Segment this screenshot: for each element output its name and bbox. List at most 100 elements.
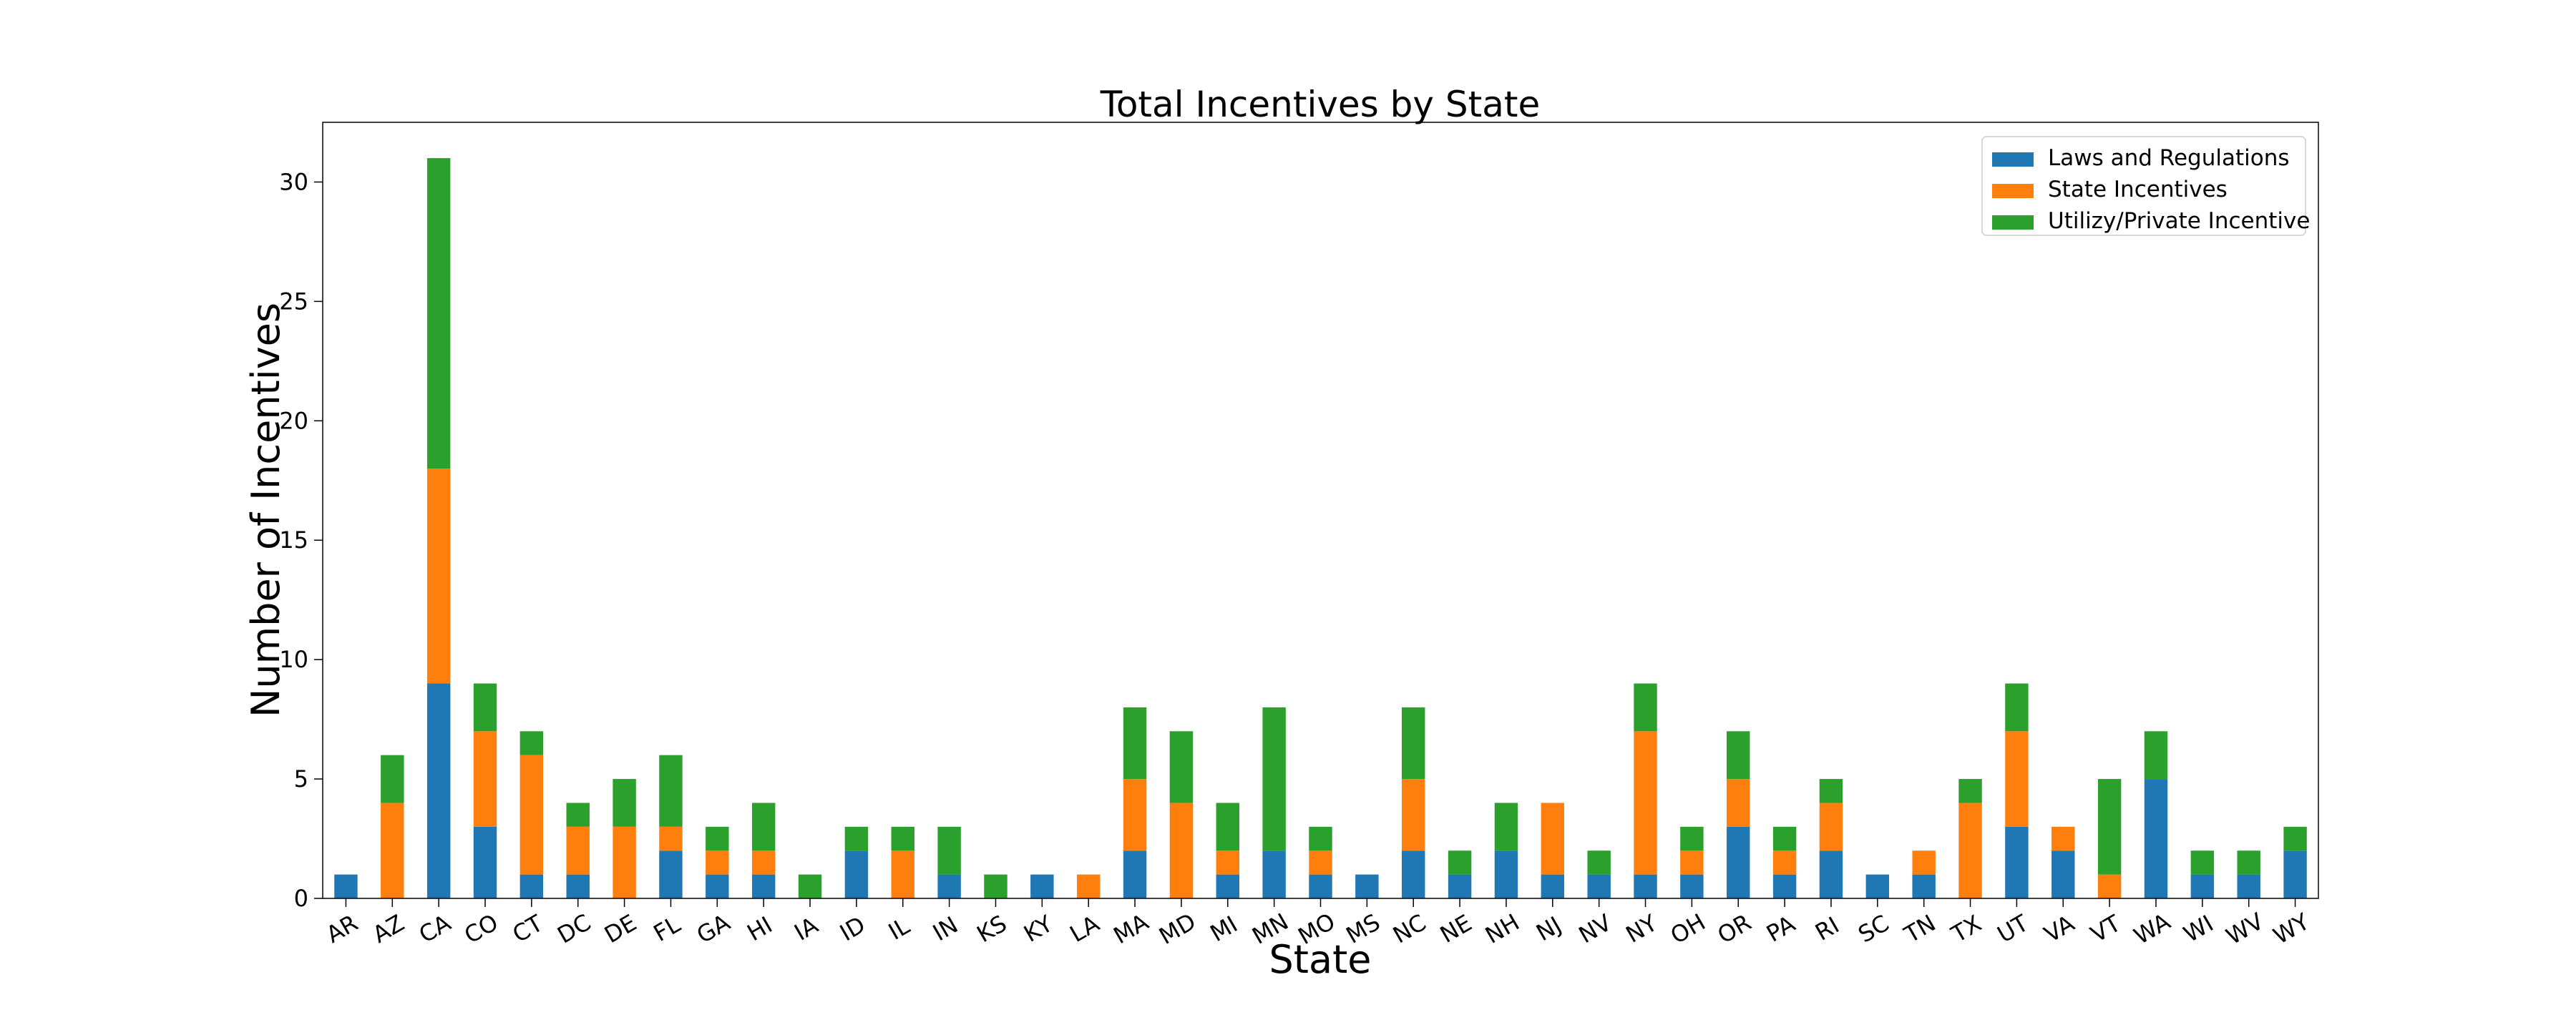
bar-mo-series-2 [1309,850,1332,875]
bar-nv-series-1 [1587,874,1611,898]
bar-ut-series-3 [2005,683,2029,732]
legend-box [1981,136,2306,236]
x-tick-label: ID [835,911,870,946]
y-tick-label: 20 [279,407,308,434]
legend: Laws and Regulations State Incentives Util… [1981,136,2310,236]
x-tick-label: PA [1762,910,1800,948]
bar-hi-series-1 [751,874,776,898]
bar-co-series-1 [473,826,497,898]
bar-ca-series-3 [426,158,451,469]
bar-ga-series-3 [706,826,729,851]
bar-co-series-2 [473,731,497,827]
x-tick-label: WV [2222,908,2268,951]
bar-ks-series-3 [984,874,1008,898]
bar-ky-series-1 [1030,874,1054,898]
bar-ia-series-3 [798,874,822,898]
bar-vt-series-3 [2097,779,2122,875]
bar-or-series-1 [1727,826,1750,898]
axes-frame [322,122,2319,899]
bar-nh-series-1 [1494,850,1518,898]
x-tick-label: AR [321,909,362,948]
y-tick-label: 25 [279,288,308,315]
bar-ms-series-1 [1355,874,1379,898]
bar-pa-series-2 [1772,850,1797,875]
x-tick-label: NE [1435,909,1476,948]
y-tick-label: 5 [294,765,308,793]
x-tick-label: KS [972,910,1012,948]
bar-il-series-3 [891,826,914,851]
x-tick-label: LA [1065,910,1104,948]
legend-swatch [1992,152,2034,167]
bar-ar-series-1 [334,874,358,898]
bar-ne-series-3 [1448,850,1472,875]
bar-oh-series-1 [1680,874,1704,898]
legend-label: State Incentives [2048,177,2228,202]
bar-sc-series-1 [1865,874,1890,898]
bar-dc-series-3 [566,803,590,827]
bar-ct-series-2 [519,755,544,875]
bar-nj-series-2 [1541,803,1565,875]
bar-wy-series-1 [2283,850,2307,898]
bar-de-series-3 [613,779,636,827]
bar-wa-series-3 [2144,731,2168,780]
bar-mi-series-3 [1216,803,1239,851]
bar-ut-series-1 [2005,826,2029,898]
bar-nc-series-3 [1402,707,1425,780]
y-tick-label: 30 [279,168,308,195]
x-tick-label: DE [600,909,641,948]
x-tick-label: FL [649,911,686,947]
x-axis-label: State [1269,937,1372,982]
x-tick-label: CO [459,908,502,949]
x-tick-label: NH [1480,908,1524,949]
x-tick-label: MA [1109,908,1153,950]
x-tick-label: NY [1621,909,1662,948]
bar-pa-series-3 [1772,826,1797,851]
bar-wv-series-3 [2237,850,2260,875]
bar-mo-series-1 [1309,874,1332,898]
chart-title: Total Incentives by State [1100,84,1540,125]
y-tick-label: 15 [279,526,308,554]
x-tick-label: UT [1993,909,2034,948]
x-tick-label: IN [928,911,962,947]
bar-tx-series-2 [1958,803,1982,898]
x-tick-label: WI [2179,910,2218,948]
x-tick-label: CA [414,909,455,948]
bar-oh-series-2 [1680,850,1704,875]
bar-or-series-2 [1727,779,1750,827]
x-tick-label: OH [1666,908,1710,950]
bar-ca-series-1 [426,683,451,898]
bar-va-series-1 [2051,850,2075,898]
bar-wi-series-1 [2190,874,2215,898]
bar-ne-series-1 [1448,874,1472,898]
bar-md-series-3 [1169,731,1194,803]
x-tick-label: NC [1388,908,1430,948]
bar-in-series-1 [937,874,961,898]
bar-la-series-2 [1076,874,1101,898]
bar-mn-series-3 [1262,707,1286,851]
x-tick-label: NJ [1531,911,1566,947]
x-tick-label: TX [1946,910,1986,948]
x-tick-label: GA [692,908,735,948]
x-tick-label: WA [2129,908,2175,950]
x-tick-label: NV [1574,909,1616,949]
y-tick-label: 10 [279,646,308,673]
bar-nv-series-3 [1587,850,1611,875]
bar-in-series-3 [937,826,961,875]
legend-swatch [1992,215,2034,230]
bar-ny-series-2 [1634,731,1657,875]
bar-id-series-3 [844,826,869,851]
bar-ut-series-2 [2005,731,2029,827]
bar-nj-series-1 [1541,874,1565,898]
x-tick-label: RI [1810,911,1843,946]
x-tick-label: HI [743,911,777,947]
bar-ny-series-1 [1634,874,1657,898]
bar-ny-series-3 [1634,683,1657,732]
x-tick-label: IA [789,911,822,946]
y-tick-label: 0 [294,885,308,912]
bar-mn-series-1 [1262,850,1286,898]
x-tick-label: DC [552,908,595,948]
bar-id-series-1 [844,850,869,898]
x-tick-label: CT [508,909,548,948]
bar-ri-series-2 [1819,803,1843,851]
bar-wv-series-1 [2237,874,2260,898]
